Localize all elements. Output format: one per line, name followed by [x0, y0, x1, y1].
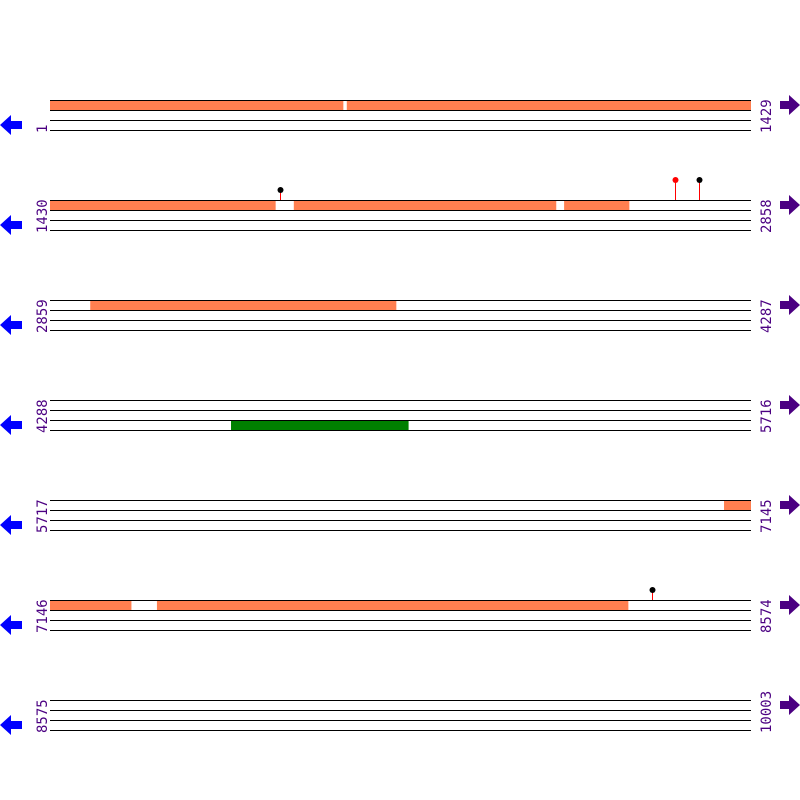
site-marker-pin [649, 587, 656, 593]
forward-orf-bar [156, 600, 629, 610]
arrow-right-icon [780, 695, 800, 715]
sequence-row: 1 1429 [0, 95, 800, 135]
reverse-orf-bar [231, 420, 409, 430]
sequence-row: 1430 2858 [0, 177, 800, 235]
site-marker-pin [672, 177, 679, 183]
arrow-left-icon [0, 515, 22, 535]
row-start-label: 7146 [35, 599, 51, 633]
row-end-label: 2858 [759, 199, 775, 233]
row-start-label: 2859 [35, 299, 51, 333]
arrow-left-icon [0, 415, 22, 435]
arrow-right-icon [780, 395, 800, 415]
row-end-label: 8574 [759, 599, 775, 633]
site-marker-pin [277, 187, 284, 193]
arrow-left-icon [0, 715, 22, 735]
arrow-left-icon [0, 215, 22, 235]
arrow-left-icon [0, 115, 22, 135]
row-start-label: 8575 [35, 699, 51, 733]
forward-orf-bar [90, 300, 397, 310]
forward-orf-bar [724, 500, 751, 510]
row-end-label: 10003 [759, 691, 775, 733]
arrow-right-icon [780, 595, 800, 615]
row-end-label: 7145 [759, 499, 775, 533]
arrow-right-icon [780, 295, 800, 315]
forward-orf-bar [50, 600, 132, 610]
arrow-left-icon [0, 315, 22, 335]
site-marker-pin [696, 177, 703, 183]
forward-orf-bar [564, 200, 630, 210]
forward-orf-bar [293, 200, 557, 210]
row-start-label: 4288 [35, 399, 51, 433]
forward-orf-bar [346, 100, 751, 110]
sequence-row: 5717 7145 [0, 495, 800, 535]
forward-orf-bar [50, 100, 344, 110]
row-start-label: 5717 [35, 499, 51, 533]
sequence-row: 4288 5716 [0, 395, 800, 435]
row-start-label: 1 [35, 125, 51, 133]
arrow-left-icon [0, 615, 22, 635]
row-end-label: 1429 [759, 99, 775, 133]
arrow-right-icon [780, 495, 800, 515]
arrow-right-icon [780, 195, 800, 215]
arrow-right-icon [780, 95, 800, 115]
sequence-row: 2859 4287 [0, 295, 800, 335]
row-end-label: 4287 [759, 299, 775, 333]
row-start-label: 1430 [35, 199, 51, 233]
row-end-label: 5716 [759, 399, 775, 433]
sequence-row: 7146 8574 [0, 587, 800, 635]
sequence-row: 8575 10003 [0, 691, 800, 735]
forward-orf-bar [50, 200, 276, 210]
